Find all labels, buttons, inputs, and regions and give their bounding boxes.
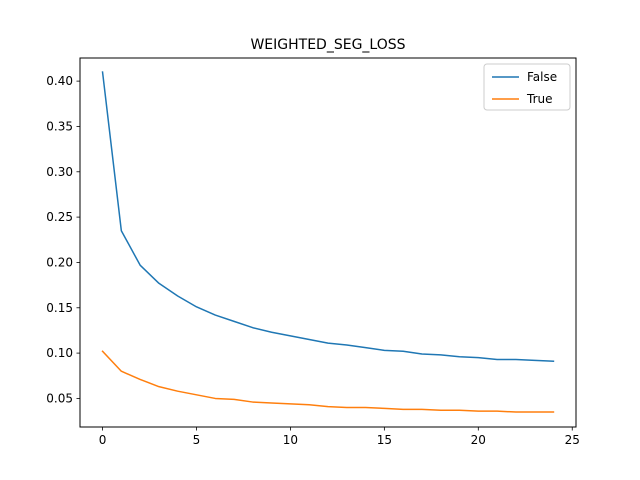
y-tick-label: 0.30 — [46, 165, 73, 179]
series-line-false — [101, 71, 555, 363]
legend-label-true: True — [526, 92, 553, 106]
x-tick-label: 10 — [283, 433, 298, 447]
x-tick-label: 5 — [193, 433, 201, 447]
x-tick-label: 15 — [377, 433, 392, 447]
y-tick-label: 0.15 — [46, 301, 73, 315]
x-tick-label: 20 — [471, 433, 486, 447]
plot-frame — [79, 57, 577, 428]
x-tick-label: 25 — [565, 433, 580, 447]
plot-area — [101, 71, 555, 413]
y-tick-label: 0.05 — [46, 391, 73, 405]
legend: False True — [483, 63, 571, 111]
legend-label-false: False — [527, 70, 557, 84]
y-axis: 0.05 0.10 0.15 0.20 0.25 0.30 0.35 0.40 — [46, 74, 80, 405]
x-tick-label: 0 — [99, 433, 107, 447]
y-tick-label: 0.35 — [46, 119, 73, 133]
chart-title: WEIGHTED_SEG_LOSS — [250, 37, 405, 53]
y-tick-label: 0.25 — [46, 210, 73, 224]
x-axis: 0 5 10 15 20 25 — [99, 427, 580, 447]
series-line-true — [101, 350, 555, 413]
y-tick-label: 0.10 — [46, 346, 73, 360]
y-tick-label: 0.40 — [46, 74, 73, 88]
y-tick-label: 0.20 — [46, 255, 73, 269]
